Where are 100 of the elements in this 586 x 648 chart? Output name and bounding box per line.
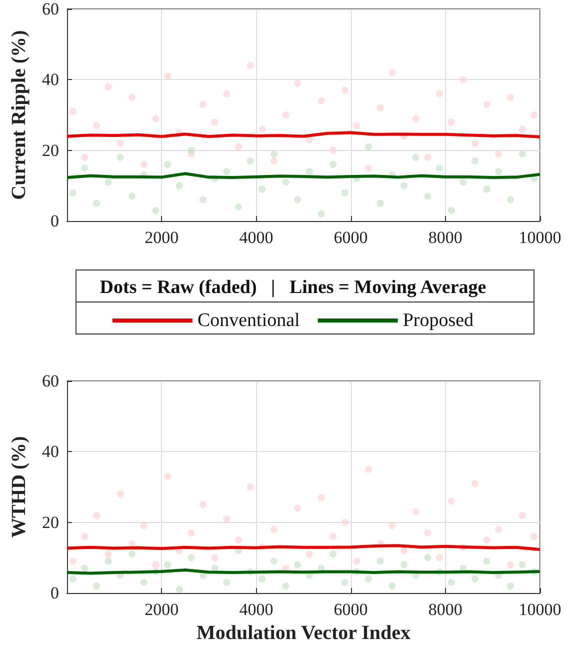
point <box>199 100 206 108</box>
point <box>365 466 372 473</box>
point <box>140 522 148 530</box>
point <box>376 200 384 207</box>
point <box>152 561 160 568</box>
x-tick-label: 4000 <box>239 600 274 619</box>
point <box>306 550 313 558</box>
point <box>93 512 100 519</box>
point <box>412 154 420 161</box>
point <box>270 526 278 533</box>
point <box>164 561 172 568</box>
y-tick-label: 20 <box>42 140 59 160</box>
point <box>140 160 148 168</box>
point <box>152 115 160 122</box>
y-axis-title: Current Ripple (%) <box>8 30 30 200</box>
x-tick-label: 6000 <box>334 228 368 247</box>
point <box>223 515 230 522</box>
point <box>530 112 538 118</box>
point <box>81 164 88 172</box>
point <box>104 550 112 558</box>
y-tick-label: 20 <box>42 512 59 532</box>
point <box>448 578 455 586</box>
point <box>376 558 384 565</box>
point <box>318 494 325 502</box>
point <box>518 512 526 519</box>
point <box>436 90 443 98</box>
point <box>448 118 455 126</box>
point <box>518 126 526 133</box>
point <box>258 186 266 193</box>
point <box>365 164 372 172</box>
point <box>424 192 432 200</box>
point <box>330 550 337 558</box>
point <box>69 575 76 582</box>
point <box>294 504 302 512</box>
point <box>400 561 408 568</box>
x-tick-label: 10000 <box>518 228 562 247</box>
y-tick-label: 0 <box>50 584 59 602</box>
y-tick-label: 40 <box>42 442 59 462</box>
point <box>448 206 455 214</box>
point <box>460 178 467 186</box>
x-tick-label: 2000 <box>144 228 179 247</box>
point <box>81 564 88 572</box>
point <box>376 104 384 112</box>
point <box>164 472 172 480</box>
x-tick-label: 8000 <box>428 600 462 619</box>
y-tick-label: 60 <box>42 0 59 18</box>
point <box>412 115 420 122</box>
point <box>424 154 432 161</box>
point <box>116 490 124 498</box>
point <box>176 182 183 190</box>
point <box>294 196 302 204</box>
point <box>116 140 124 147</box>
point <box>258 575 266 582</box>
point <box>436 554 443 562</box>
point <box>188 529 195 536</box>
point <box>223 168 230 176</box>
point <box>128 192 136 200</box>
point <box>471 157 478 164</box>
point <box>448 498 455 505</box>
point <box>306 168 313 176</box>
point <box>211 554 218 562</box>
point <box>152 206 160 214</box>
point <box>365 143 372 150</box>
point <box>223 578 230 586</box>
point <box>199 501 206 508</box>
point <box>81 532 88 540</box>
point <box>246 157 254 164</box>
point <box>495 150 502 158</box>
x-axis-title: Modulation Vector Index <box>196 622 411 644</box>
point <box>471 480 478 487</box>
point <box>234 536 242 544</box>
point <box>424 554 432 562</box>
x-tick-label: 2000 <box>144 600 179 619</box>
point <box>116 154 124 161</box>
point <box>188 554 195 562</box>
point <box>282 178 290 186</box>
point <box>436 164 443 172</box>
y-tick-label: 60 <box>42 372 59 390</box>
point <box>270 558 278 565</box>
point <box>246 484 254 490</box>
point <box>330 160 337 168</box>
y-tick-label: 0 <box>50 212 59 230</box>
point <box>128 94 136 101</box>
point <box>495 168 502 176</box>
point <box>483 536 490 544</box>
point <box>400 547 408 554</box>
point <box>388 522 396 530</box>
point <box>518 561 526 568</box>
point <box>483 558 490 565</box>
point <box>530 532 538 540</box>
point <box>506 196 514 204</box>
point <box>495 526 502 533</box>
point <box>471 140 478 147</box>
point <box>353 122 360 130</box>
point <box>199 196 206 204</box>
legend-label: Proposed <box>402 310 474 331</box>
legend-title: Dots = Raw (faded) | Lines = Moving Average <box>100 277 486 298</box>
point <box>330 532 337 540</box>
point <box>341 578 348 586</box>
point <box>104 178 112 186</box>
